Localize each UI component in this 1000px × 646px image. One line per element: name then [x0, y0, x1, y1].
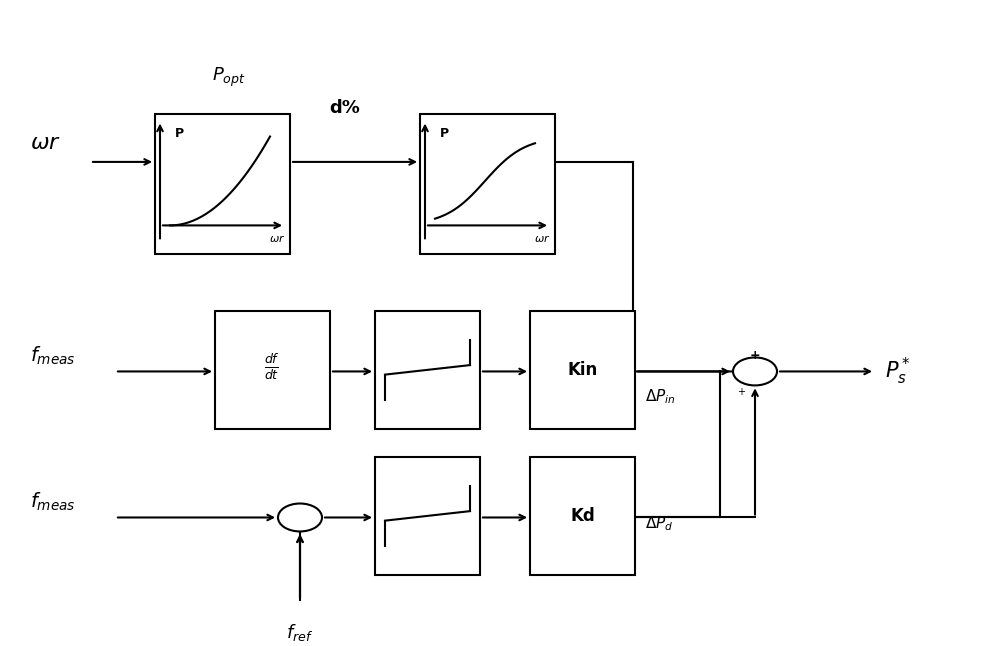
Circle shape	[278, 503, 322, 532]
Text: P: P	[175, 127, 184, 140]
Bar	[530, 457, 635, 575]
Text: $\Delta P_{in}$: $\Delta P_{in}$	[645, 388, 676, 406]
Text: $\frac{df}{dt}$: $\frac{df}{dt}$	[264, 352, 281, 382]
Text: $P_{opt}$: $P_{opt}$	[212, 66, 246, 89]
Text: $\omega r$: $\omega r$	[269, 233, 285, 244]
Text: P: P	[440, 127, 449, 140]
Bar	[375, 457, 480, 575]
Text: $P_s^*$: $P_s^*$	[885, 356, 911, 387]
Bar	[420, 114, 555, 254]
Bar	[530, 311, 635, 428]
Text: $f_{meas}$: $f_{meas}$	[30, 344, 76, 367]
Text: $f_{meas}$: $f_{meas}$	[30, 490, 76, 513]
Text: Kd: Kd	[570, 507, 595, 525]
Bar	[155, 114, 290, 254]
Text: $f_{ref}$: $f_{ref}$	[286, 622, 314, 643]
Text: $\omega r$: $\omega r$	[534, 233, 550, 244]
Bar	[215, 311, 330, 428]
Text: $\Delta P_d$: $\Delta P_d$	[645, 514, 673, 533]
Bar	[375, 311, 480, 428]
Text: $^+$: $^+$	[735, 387, 746, 401]
Text: Kin: Kin	[567, 361, 598, 379]
Circle shape	[733, 357, 777, 386]
Text: +: +	[750, 349, 760, 362]
Text: d%: d%	[330, 99, 360, 117]
Text: $\omega r$: $\omega r$	[30, 132, 61, 154]
